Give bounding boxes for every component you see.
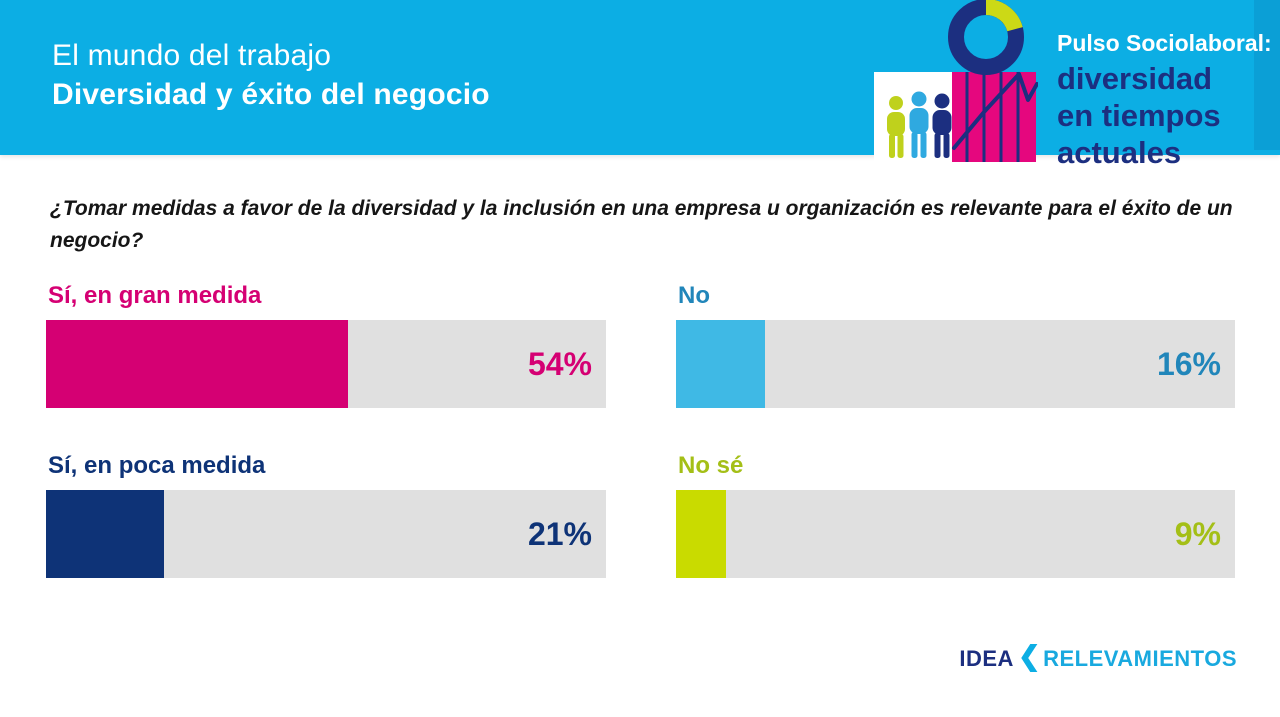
answer-label: Sí, en gran medida [48, 282, 262, 309]
brand-text: Pulso Sociolaboral: diversidad en tiempo… [1057, 29, 1272, 171]
bar-fill [676, 490, 727, 578]
answers-chart: Sí, en gran medida 54% No 16% Sí, en poc… [46, 281, 1235, 578]
person-lime-icon [887, 96, 905, 158]
answer-label: No [678, 282, 710, 309]
person-navy-icon [932, 93, 952, 158]
bar-fill [46, 320, 349, 408]
bar-value: 9% [1174, 516, 1221, 552]
donut-chart-icon [948, 0, 1024, 75]
brand-logo-graphic [874, 0, 1039, 162]
bar-fill [46, 490, 164, 578]
bar-track: 9% [676, 490, 1235, 578]
answer-no-se: No sé 9% [676, 451, 1235, 578]
answer-si-poca-medida: Sí, en poca medida 21% [46, 451, 606, 578]
question-text: ¿Tomar medidas a favor de la diversidad … [50, 197, 1233, 252]
bar-track: 54% [46, 320, 606, 408]
chevron-left-icon: ❮ [1017, 640, 1042, 671]
brand-text-line1: Pulso Sociolaboral: [1057, 30, 1272, 56]
bar-fill [676, 320, 766, 408]
answer-si-gran-medida: Sí, en gran medida 54% [46, 281, 606, 408]
answer-label: Sí, en poca medida [48, 452, 266, 479]
header-titles: El mundo del trabajo Diversidad y éxito … [52, 36, 490, 114]
footer-logo: idea ❮ relevamientos [959, 638, 1237, 674]
header-title-line2: Diversidad y éxito del negocio [52, 78, 490, 111]
footer-logo-relevamientos: relevamientos [1043, 638, 1237, 673]
brand-text-line3: en tiempos [1057, 98, 1221, 133]
header-band: El mundo del trabajo Diversidad y éxito … [0, 0, 1280, 170]
brand-logo [866, 0, 1039, 171]
people-icon [874, 72, 1039, 162]
bar-track: 16% [676, 320, 1235, 408]
header-title-line1: El mundo del trabajo [52, 39, 332, 72]
footer-logo-idea: idea [959, 638, 1014, 673]
brand-text-line4: actuales [1057, 135, 1182, 170]
header-edge-strip [1254, 0, 1280, 150]
bar-value: 16% [1156, 346, 1221, 382]
person-blue-icon [909, 91, 929, 158]
bar-value: 21% [527, 516, 592, 552]
brand-text-line2: diversidad [1057, 61, 1213, 96]
answer-label: No sé [678, 452, 744, 479]
bar-value: 54% [527, 346, 592, 382]
bar-track: 21% [46, 490, 606, 578]
answer-no: No 16% [676, 281, 1235, 408]
